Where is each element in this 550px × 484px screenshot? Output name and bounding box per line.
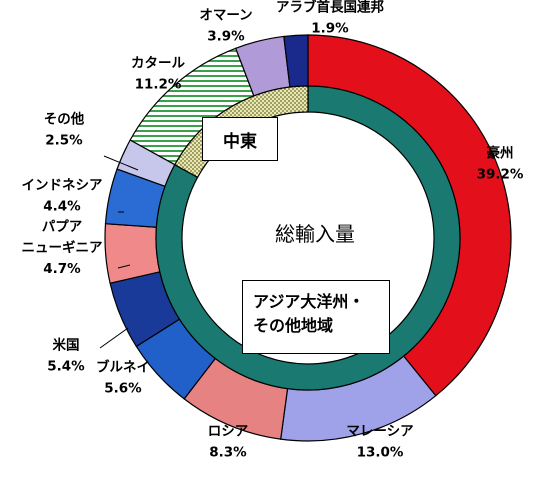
leader-line-その他 xyxy=(103,155,139,171)
inner-slice-0 xyxy=(155,85,461,391)
value-label-ブルネイ: 5.6% xyxy=(104,381,142,397)
value-label-ロシア: 8.3% xyxy=(209,445,247,461)
value-label-豪州: 39.2% xyxy=(477,167,524,183)
group-label-asia-line1: アジア大洋州・ xyxy=(253,292,365,311)
category-label-ロシア: ロシア xyxy=(208,424,249,440)
category-label-オマーン: オマーン xyxy=(199,8,252,24)
leader-line-パプアニューギニア xyxy=(117,264,131,269)
category-label-パプアニューギニア: ニューギニア xyxy=(22,240,103,256)
value-label-パプアニューギニア: 4.7% xyxy=(43,261,81,277)
category-label-マレーシア: マレーシア xyxy=(346,424,413,440)
category-label-ブルネイ: ブルネイ xyxy=(96,359,150,376)
value-label-米国: 5.4% xyxy=(47,359,85,375)
outer-slice-5 xyxy=(104,223,161,284)
group-label-mideast: 中東 xyxy=(202,117,278,161)
group-label-asia-line2: その他地域 xyxy=(253,316,334,335)
category-label-カタール: カタール xyxy=(131,56,185,72)
category-label-アラブ首長国連邦: アラブ首長国連邦 xyxy=(276,0,384,16)
value-label-アラブ首長国連邦: 1.9% xyxy=(311,21,349,37)
leader-line-米国 xyxy=(99,327,129,349)
category-label-豪州: 豪州 xyxy=(487,145,514,162)
category-label-パプアニューギニア: パプア xyxy=(42,219,83,235)
value-label-オマーン: 3.9% xyxy=(207,29,245,45)
value-label-マレーシア: 13.0% xyxy=(357,445,404,461)
category-label-その他: その他 xyxy=(44,111,85,128)
center-label: 総輸入量 xyxy=(275,222,355,246)
category-label-インドネシア: インドネシア xyxy=(22,178,103,194)
value-label-カタール: 11.2% xyxy=(135,77,182,93)
value-label-その他: 2.5% xyxy=(45,133,83,149)
group-label-asia: アジア大洋州・ その他地域 xyxy=(242,280,390,354)
category-label-米国: 米国 xyxy=(53,337,80,354)
value-label-インドネシア: 4.4% xyxy=(43,199,81,215)
